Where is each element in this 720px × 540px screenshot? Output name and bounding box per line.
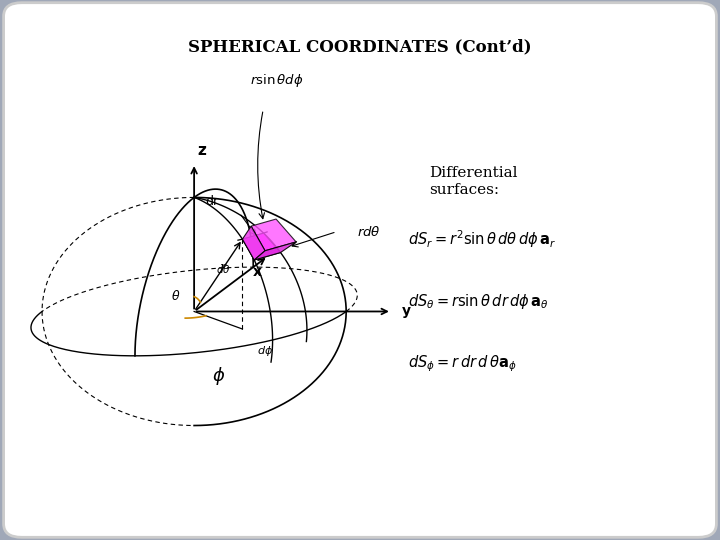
Text: dr: dr	[205, 195, 218, 208]
Polygon shape	[243, 233, 281, 260]
Text: r: r	[220, 261, 225, 274]
Polygon shape	[254, 242, 296, 260]
Text: $dS_\theta = r\sin\theta\,dr\,d\phi\,\mathbf{a}_\theta$: $dS_\theta = r\sin\theta\,dr\,d\phi\,\ma…	[408, 292, 549, 310]
Text: $r \sin \theta d\phi$: $r \sin \theta d\phi$	[251, 72, 304, 89]
Text: $\phi$: $\phi$	[212, 365, 225, 387]
Text: $\theta$: $\theta$	[171, 289, 180, 303]
Text: y: y	[402, 305, 411, 319]
Text: $d\phi$: $d\phi$	[257, 343, 273, 357]
Text: Differential
surfaces:: Differential surfaces:	[429, 166, 518, 197]
Text: $dS_r = r^2 \sin\theta\,d\theta\,d\phi\,\mathbf{a}_r$: $dS_r = r^2 \sin\theta\,d\theta\,d\phi\,…	[408, 228, 557, 249]
Text: SPHERICAL COORDINATES (Cont’d): SPHERICAL COORDINATES (Cont’d)	[188, 38, 532, 56]
Text: $rd\theta$: $rd\theta$	[357, 225, 381, 239]
Polygon shape	[251, 219, 296, 251]
Text: $d\theta$: $d\theta$	[216, 263, 231, 275]
Polygon shape	[243, 226, 265, 260]
Text: x: x	[253, 265, 262, 279]
Text: $dS_\phi = r\,dr\,d\,\theta\mathbf{a}_\phi$: $dS_\phi = r\,dr\,d\,\theta\mathbf{a}_\p…	[408, 353, 517, 374]
Text: z: z	[197, 143, 207, 158]
